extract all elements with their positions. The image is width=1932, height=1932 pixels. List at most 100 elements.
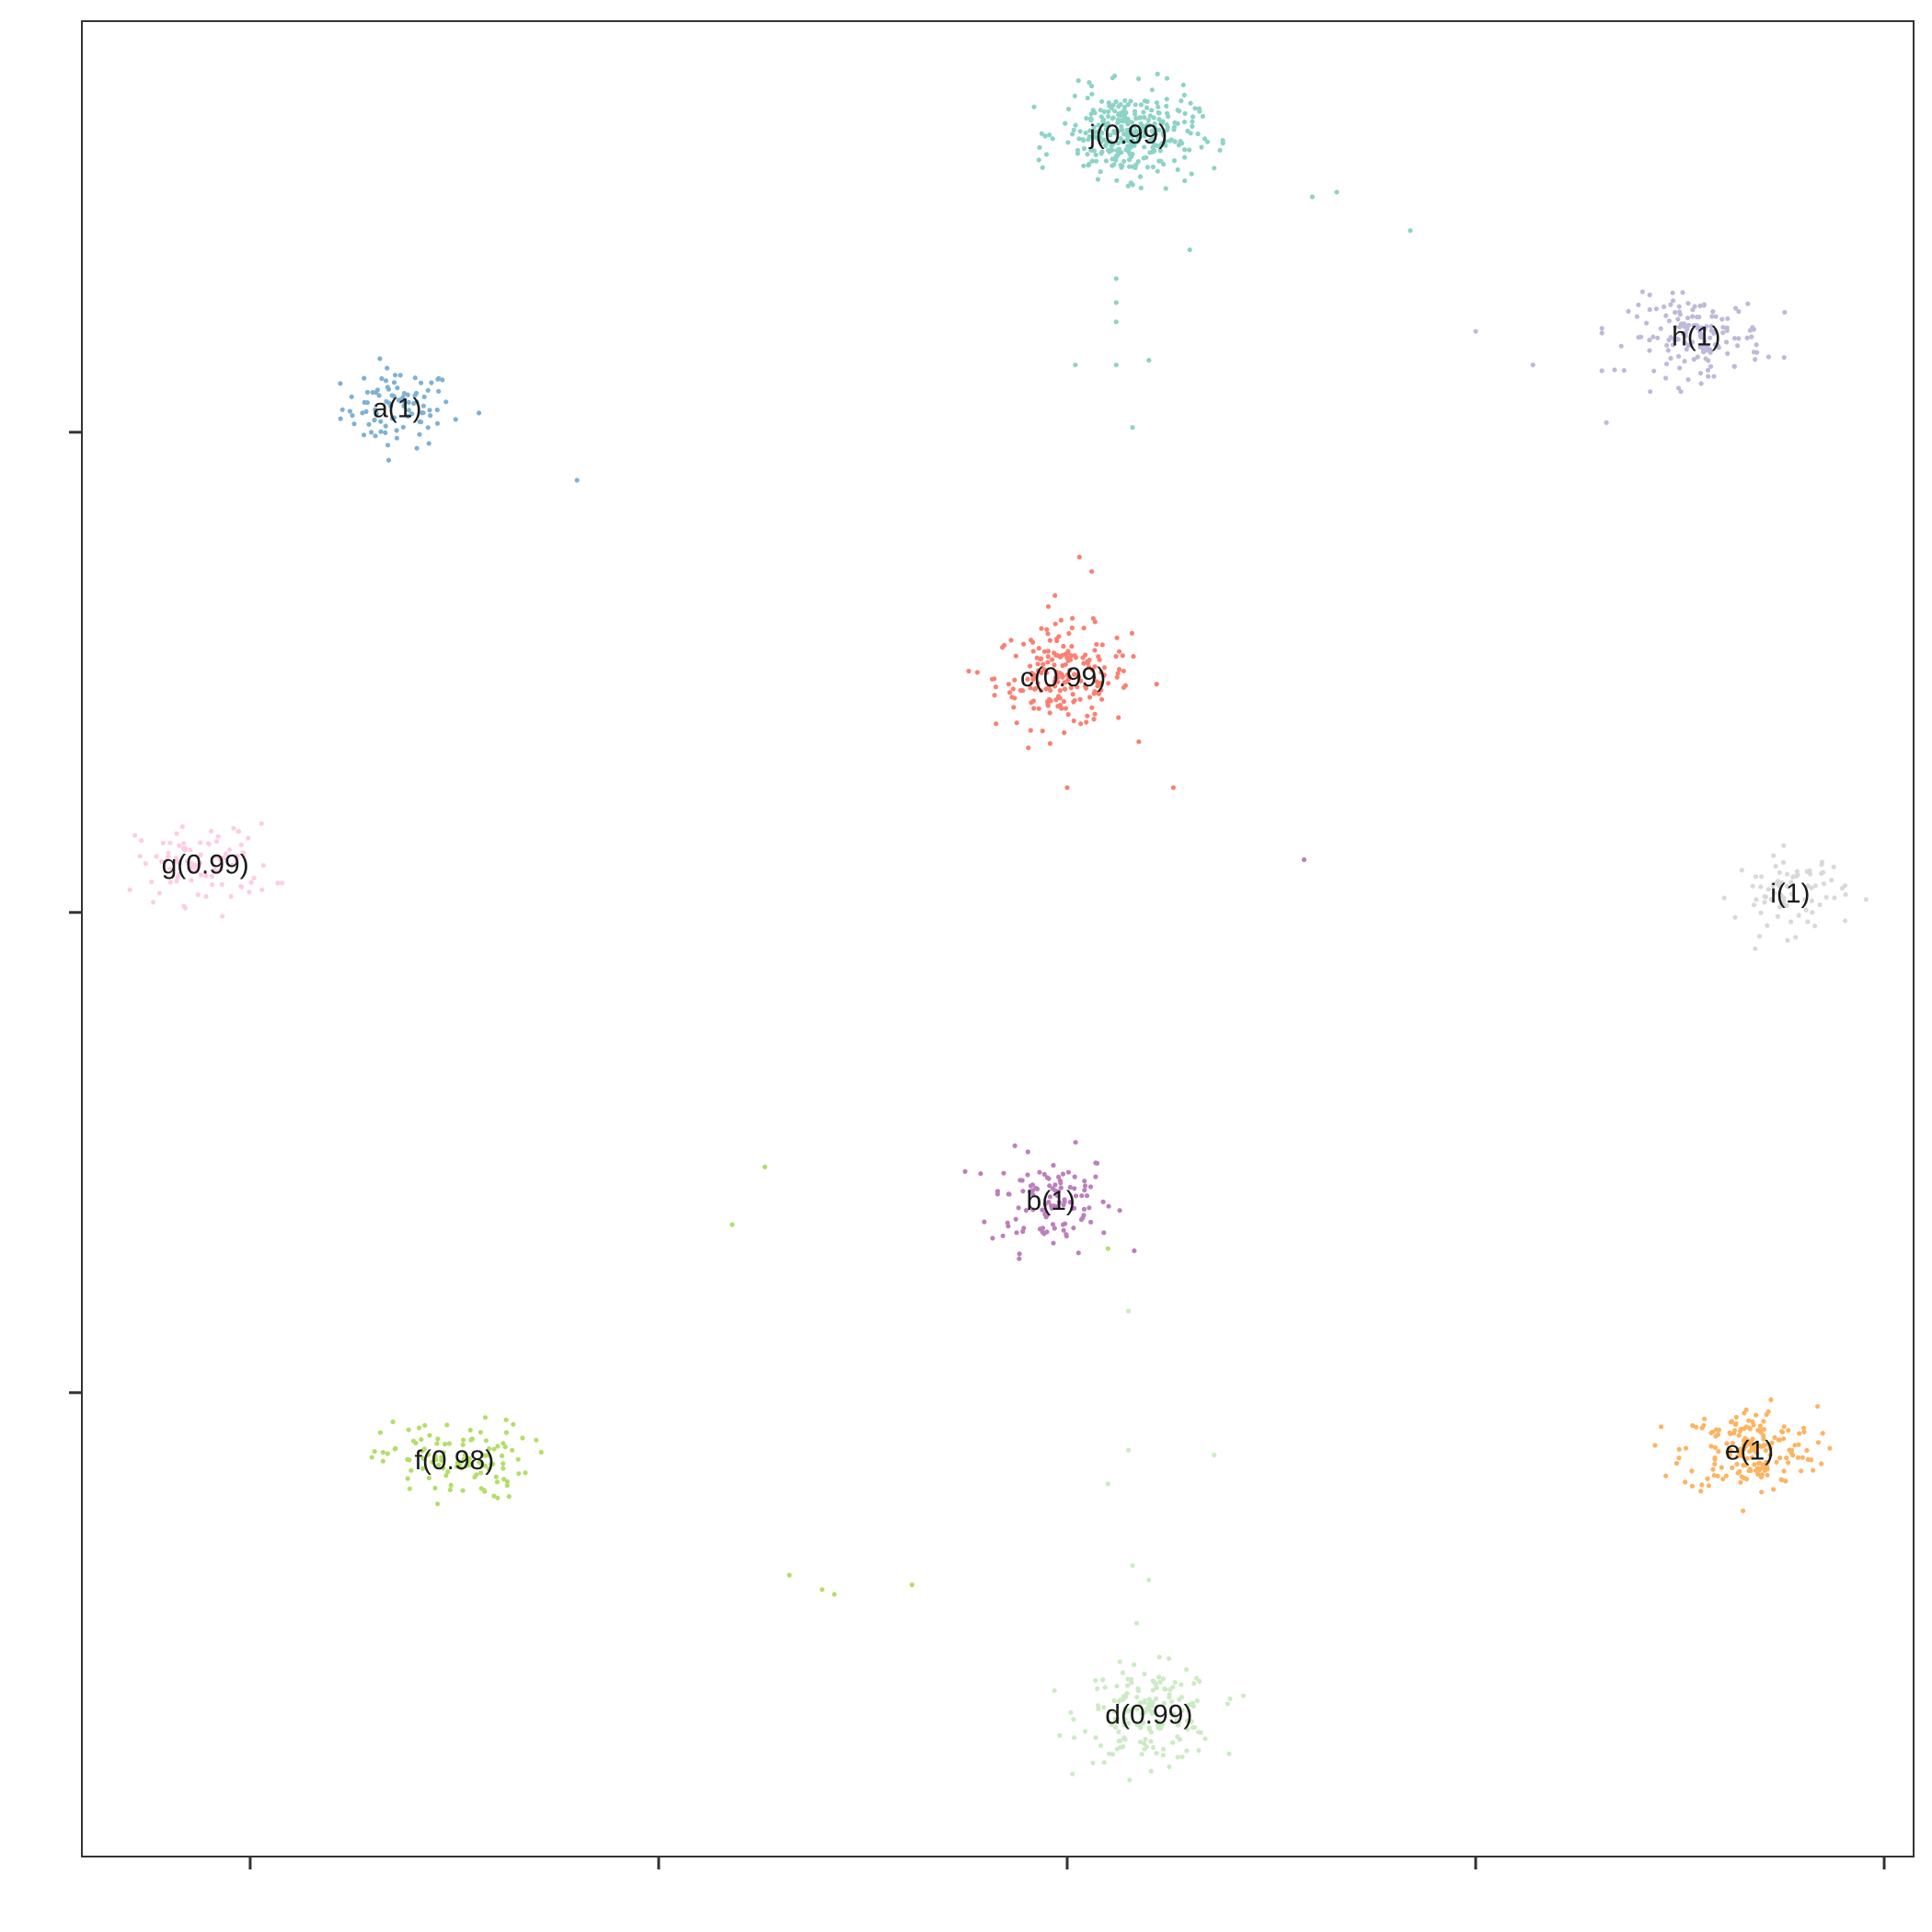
data-point (1052, 1225, 1057, 1231)
cluster-label: d(0.99) (1105, 1700, 1192, 1731)
data-point (1114, 178, 1120, 183)
data-point (363, 408, 369, 414)
data-point (483, 1438, 489, 1443)
data-point (428, 413, 433, 419)
data-point (491, 1446, 497, 1452)
outlier-point (1301, 857, 1307, 863)
data-point (501, 1477, 507, 1482)
data-point (383, 423, 388, 429)
data-point (1166, 114, 1171, 120)
data-point (1071, 1225, 1076, 1231)
data-point (1733, 305, 1739, 311)
data-point (1040, 728, 1045, 734)
data-point (1636, 302, 1641, 307)
data-point (1739, 1454, 1744, 1459)
data-point (1058, 1185, 1064, 1190)
data-point (366, 421, 372, 427)
data-point (1752, 1443, 1757, 1448)
data-point (1690, 314, 1696, 319)
data-point (1093, 1678, 1098, 1684)
data-point (1784, 903, 1789, 909)
data-point (1226, 1751, 1232, 1756)
data-point (369, 1455, 374, 1460)
data-point (1070, 615, 1075, 621)
data-point (189, 878, 194, 883)
data-point (1124, 1691, 1130, 1696)
data-point (1078, 721, 1084, 727)
data-point (1144, 122, 1150, 128)
data-point (1843, 918, 1848, 924)
data-point (259, 821, 264, 826)
data-point (1777, 869, 1782, 876)
data-point (1782, 309, 1788, 316)
data-point (1080, 137, 1086, 143)
data-point (1639, 334, 1644, 339)
outlier-point (909, 1582, 914, 1588)
data-point (1765, 354, 1771, 360)
data-point (469, 1436, 475, 1442)
data-point (1047, 638, 1052, 643)
data-point (1056, 1200, 1062, 1205)
data-point (1655, 335, 1661, 340)
data-point (1122, 1737, 1128, 1742)
data-point (1070, 132, 1075, 137)
data-point (1138, 128, 1144, 133)
outlier-point (1530, 362, 1535, 368)
data-point (1113, 98, 1119, 105)
data-point (1753, 357, 1758, 362)
data-point (1025, 676, 1030, 682)
data-point (1706, 374, 1711, 379)
data-point (1689, 1483, 1696, 1489)
data-point (989, 676, 995, 682)
data-point (1750, 1419, 1755, 1424)
data-point (1050, 1186, 1055, 1191)
data-point (1121, 1709, 1127, 1715)
data-point (1040, 1207, 1045, 1213)
data-point (1102, 1685, 1108, 1690)
data-point (1677, 365, 1683, 371)
data-point (1099, 98, 1105, 104)
outlier-point (1126, 1447, 1132, 1453)
data-point (1165, 127, 1170, 132)
data-point (1072, 1186, 1077, 1191)
data-point (1030, 674, 1036, 680)
data-point (1094, 641, 1099, 648)
data-point (1150, 149, 1156, 155)
data-point (1098, 169, 1103, 175)
data-point (1142, 1746, 1147, 1752)
data-point (1077, 696, 1083, 702)
data-point (1101, 117, 1107, 122)
data-point (1194, 1698, 1200, 1704)
data-point (441, 1466, 446, 1471)
data-point (1757, 1423, 1763, 1429)
data-point (1037, 144, 1042, 150)
data-point (203, 893, 209, 900)
data-point (1088, 1219, 1094, 1225)
data-point (1719, 1465, 1724, 1470)
data-point (1046, 684, 1052, 689)
data-point (1819, 1461, 1824, 1466)
data-point (1106, 100, 1111, 106)
data-point (206, 842, 212, 847)
data-point (1815, 1404, 1821, 1409)
data-point (1001, 1170, 1006, 1176)
data-point (188, 865, 193, 870)
data-point (1020, 688, 1026, 694)
data-point (1117, 1208, 1122, 1213)
data-point (1098, 670, 1104, 675)
data-point (1172, 1680, 1178, 1685)
data-point (478, 1460, 484, 1466)
data-point (443, 399, 449, 405)
data-point (495, 1495, 500, 1501)
data-point (1014, 1230, 1019, 1236)
data-point (1067, 1184, 1073, 1190)
data-point (1160, 1753, 1166, 1758)
data-point (1647, 306, 1652, 313)
data-point (1663, 362, 1670, 367)
data-point (1065, 649, 1071, 654)
outlier-point (477, 410, 482, 416)
data-point (156, 891, 162, 896)
data-point (1026, 745, 1031, 751)
data-point (1154, 1696, 1159, 1702)
